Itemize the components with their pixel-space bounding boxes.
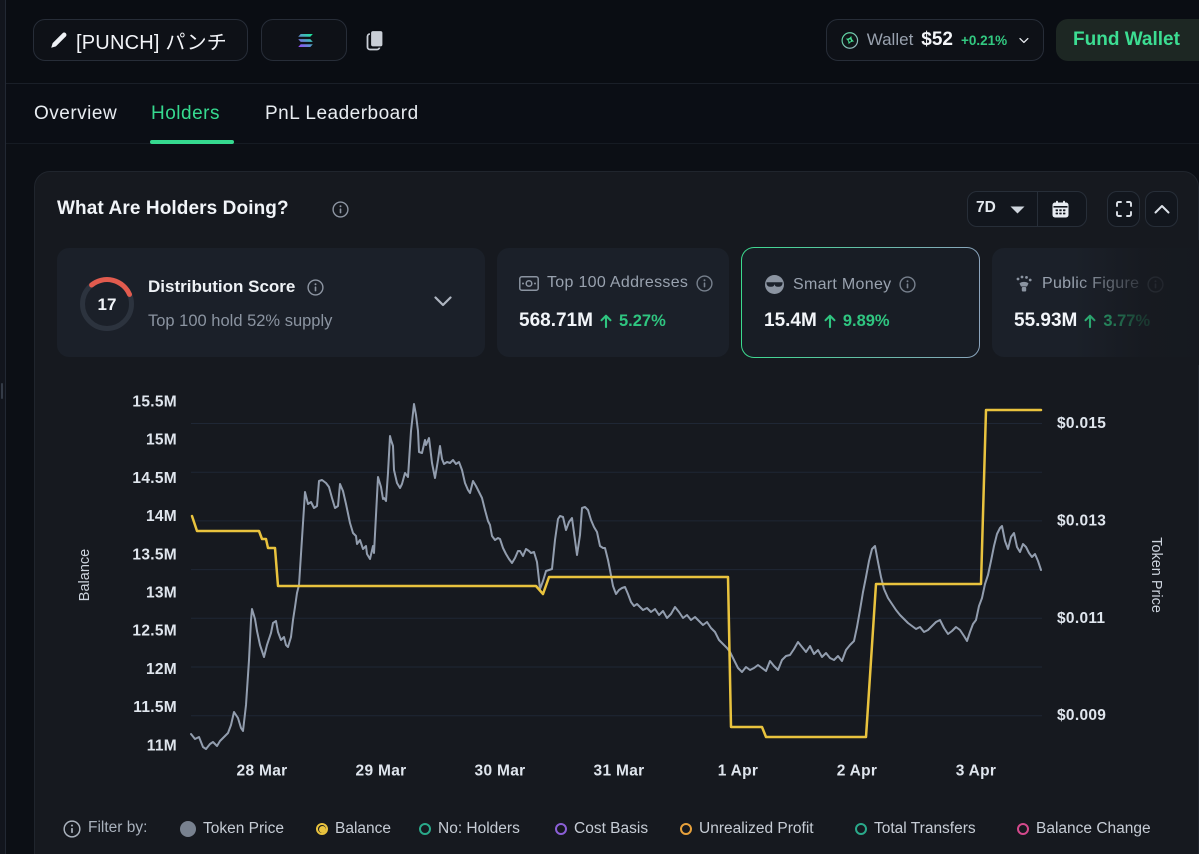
svg-text:15M: 15M (146, 432, 177, 449)
svg-text:31 Mar: 31 Mar (594, 763, 645, 780)
svg-text:$0.015: $0.015 (1057, 415, 1106, 432)
svg-text:12M: 12M (146, 661, 177, 678)
svg-text:28 Mar: 28 Mar (237, 763, 288, 780)
svg-text:15.5M: 15.5M (132, 394, 177, 411)
svg-text:2 Apr: 2 Apr (837, 763, 878, 780)
svg-text:1 Apr: 1 Apr (718, 763, 759, 780)
svg-text:Token Price: Token Price (1148, 537, 1164, 613)
svg-text:29 Mar: 29 Mar (356, 763, 407, 780)
svg-text:13M: 13M (146, 585, 177, 602)
svg-text:3 Apr: 3 Apr (956, 763, 997, 780)
svg-text:30 Mar: 30 Mar (475, 763, 526, 780)
svg-text:17: 17 (98, 295, 117, 314)
svg-text:14M: 14M (146, 508, 177, 525)
svg-text:$0.011: $0.011 (1057, 610, 1105, 627)
svg-text:$0.013: $0.013 (1057, 512, 1106, 529)
svg-text:11M: 11M (147, 737, 177, 754)
svg-text:12.5M: 12.5M (132, 623, 177, 640)
svg-text:14.5M: 14.5M (132, 470, 177, 487)
svg-text:11.5M: 11.5M (133, 699, 177, 716)
svg-text:13.5M: 13.5M (132, 546, 177, 563)
svg-text:Balance: Balance (77, 549, 93, 601)
svg-text:$0.009: $0.009 (1057, 707, 1106, 724)
